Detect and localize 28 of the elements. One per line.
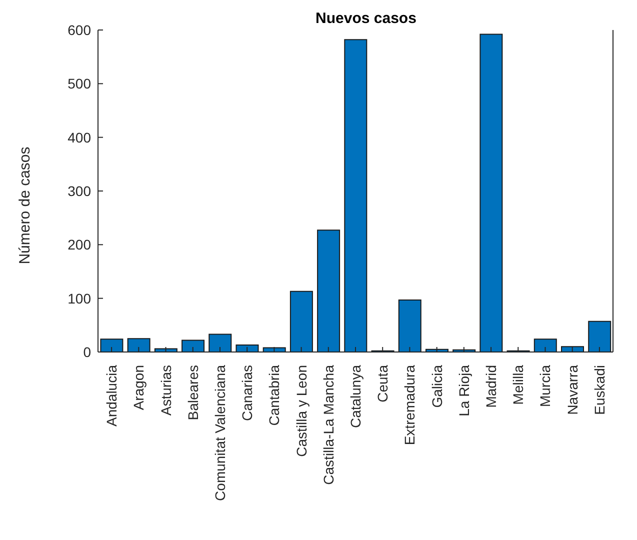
x-tick-label: Cantabria <box>266 364 282 426</box>
y-tick-label: 100 <box>68 290 92 306</box>
x-tick-label: Baleares <box>184 365 201 420</box>
y-tick-label: 200 <box>68 236 92 253</box>
y-tick-label: 0 <box>83 344 92 360</box>
x-tick-label: Comunitat Valenciana <box>212 364 228 501</box>
x-tick-label: Madrid <box>483 365 500 408</box>
x-tick-label: Andalucia <box>104 364 120 426</box>
x-tick-label: Murcia <box>537 364 554 408</box>
x-tick-label: Ceuta <box>374 364 391 402</box>
x-tick-label: Aragon <box>130 365 147 410</box>
y-axis-title: Número de casos <box>16 146 34 264</box>
y-tick-label: 500 <box>68 76 92 92</box>
y-tick-label: 400 <box>68 129 92 146</box>
x-tick-label: Galicia <box>428 364 445 408</box>
chart-title: Nuevos casos <box>314 10 418 27</box>
x-tick-label: Melilla <box>510 364 526 405</box>
x-tick-label: Canarias <box>239 365 256 422</box>
x-tick-label: Navarra <box>564 364 580 415</box>
x-tick-label: Euskadi <box>591 365 608 415</box>
x-tick-label: Castilla y Leon <box>293 365 310 457</box>
x-tick-label: La Rioja <box>456 364 472 416</box>
x-tick-label: Extremadura <box>402 364 418 446</box>
x-tick-label: Castilla-La Mancha <box>320 364 336 485</box>
y-tick-label: 600 <box>68 22 92 38</box>
y-tick-label: 300 <box>68 182 92 199</box>
x-tick-label: Asturias <box>158 365 174 416</box>
x-tick-label: Catalunya <box>348 364 364 428</box>
